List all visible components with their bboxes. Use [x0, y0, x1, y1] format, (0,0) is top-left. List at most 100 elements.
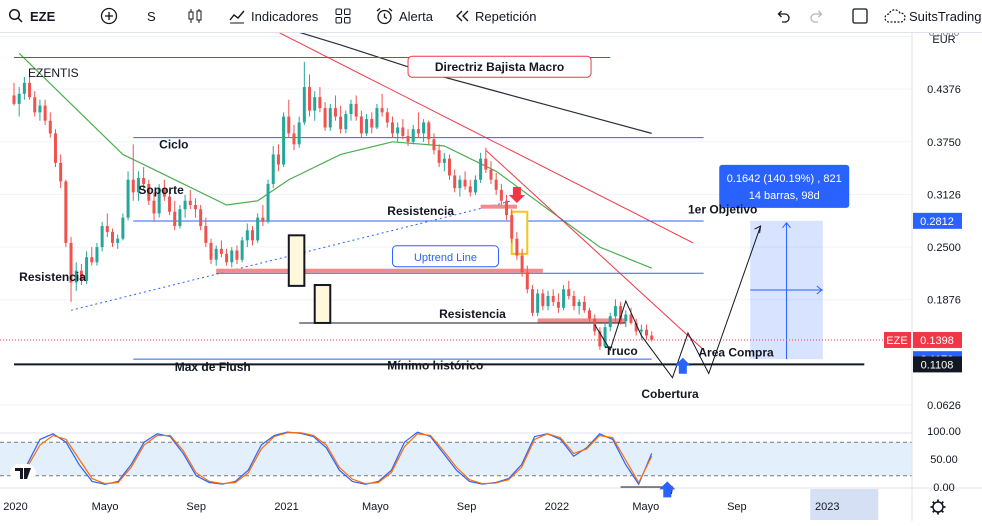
candle-body [624, 315, 627, 322]
alert-button[interactable]: Alerta [375, 0, 433, 32]
gear-ring [933, 502, 943, 512]
candle-body [609, 316, 612, 327]
candle-body [562, 289, 565, 308]
undo-button[interactable] [775, 0, 791, 32]
candle-body [350, 104, 353, 114]
gear-tooth [933, 502, 934, 503]
candle-body [313, 97, 316, 110]
chart-type-button[interactable] [186, 0, 204, 32]
candle-body [360, 117, 363, 134]
square-icon [851, 7, 869, 25]
candle-body [256, 218, 259, 241]
candle-body [500, 190, 503, 201]
search-icon [8, 8, 24, 24]
add-symbol-button[interactable] [100, 0, 118, 32]
price-tick-top: 0.5000 [929, 33, 960, 39]
candle-body [282, 117, 285, 165]
indicators-label: Indicadores [251, 9, 318, 24]
redo-button[interactable] [809, 0, 825, 32]
grid-icon [334, 7, 352, 25]
candle-body [173, 212, 176, 226]
fullscreen-button[interactable] [851, 0, 869, 32]
time-tick: Mayo [362, 501, 389, 513]
price-tick: 0.2500 [927, 242, 961, 254]
symbol-search[interactable]: EZE [8, 0, 55, 32]
alert-label: Alerta [399, 9, 433, 24]
candle-body [391, 122, 394, 133]
candle-body [261, 218, 264, 222]
candle-body [552, 296, 555, 302]
candle-body [38, 106, 41, 113]
brand-label: SuitsTrading [909, 9, 982, 24]
annotation-label: Ciclo [159, 138, 188, 152]
candles-icon [186, 7, 204, 25]
candle-body [412, 129, 415, 142]
candle-body [220, 249, 223, 254]
resistance-zone [216, 269, 543, 273]
chart-title: EZENTIS [28, 66, 79, 80]
time-tick: 2021 [274, 501, 298, 513]
time-tick: 2020 [3, 501, 27, 513]
highlight-box [512, 212, 528, 254]
candle-body [334, 108, 337, 116]
candle-body [235, 250, 238, 259]
candle-body [292, 133, 295, 144]
candle-body [583, 302, 586, 310]
candle-body [578, 302, 581, 306]
candle-body [194, 205, 197, 209]
measure-label-line1: 0.1642 (140.19%) , 821 [727, 173, 842, 185]
symbol-badge-label: EZE [886, 335, 907, 347]
price-tick: 0.4376 [927, 84, 961, 96]
candle-body [277, 154, 280, 164]
candle-body [515, 239, 518, 256]
candle-body [303, 87, 306, 122]
time-tick: Mayo [92, 501, 119, 513]
replay-button[interactable]: Repetición [454, 0, 536, 32]
candle-body [152, 201, 155, 214]
candle-body [489, 170, 492, 180]
indicators-icon [228, 7, 246, 25]
candle-body [438, 150, 441, 163]
candle-body [484, 159, 487, 170]
settings-gear-icon[interactable] [931, 500, 946, 515]
price-tick: 0.1876 [927, 295, 961, 307]
rewind-icon [454, 8, 470, 24]
candle-body [127, 180, 130, 218]
candle-body [355, 104, 358, 117]
annotation-label: Uptrend Line [414, 252, 477, 264]
candle-body [396, 127, 399, 133]
candle-body [28, 83, 31, 97]
time-tick: 2023 [815, 501, 839, 513]
candle-body [33, 97, 36, 112]
candle-body [531, 289, 534, 313]
candle-body [251, 230, 254, 240]
candle-body [427, 122, 430, 139]
candle-body [417, 129, 420, 133]
symbol-label: EZE [30, 9, 55, 24]
candle-body [199, 209, 202, 226]
indicators-button[interactable]: Indicadores [228, 0, 318, 32]
measure-label-line2: 14 barras, 98d [749, 190, 820, 202]
candle-body [645, 330, 648, 336]
time-tick: Mayo [632, 501, 659, 513]
resistance-zone [481, 205, 517, 209]
annotation-label: Truco [605, 344, 638, 358]
candle-body [267, 184, 270, 222]
annotation-label: Area Compra [698, 346, 774, 360]
candle-body [432, 139, 435, 150]
publish-button[interactable]: SuitsTrading [884, 0, 982, 32]
layouts-button[interactable] [334, 0, 352, 32]
oscillator-tick: 100.00 [927, 426, 961, 438]
candle-body [59, 163, 62, 182]
annotation-label: 1er Objetivo [688, 202, 757, 216]
annotation-label: Cobertura [641, 387, 699, 401]
candle-body [90, 257, 93, 262]
candle-body [464, 180, 467, 187]
candle-body [541, 293, 544, 306]
candle-body [23, 83, 26, 94]
candle-body [370, 119, 373, 127]
candle-body [18, 94, 21, 104]
interval-button[interactable]: S [147, 0, 156, 32]
